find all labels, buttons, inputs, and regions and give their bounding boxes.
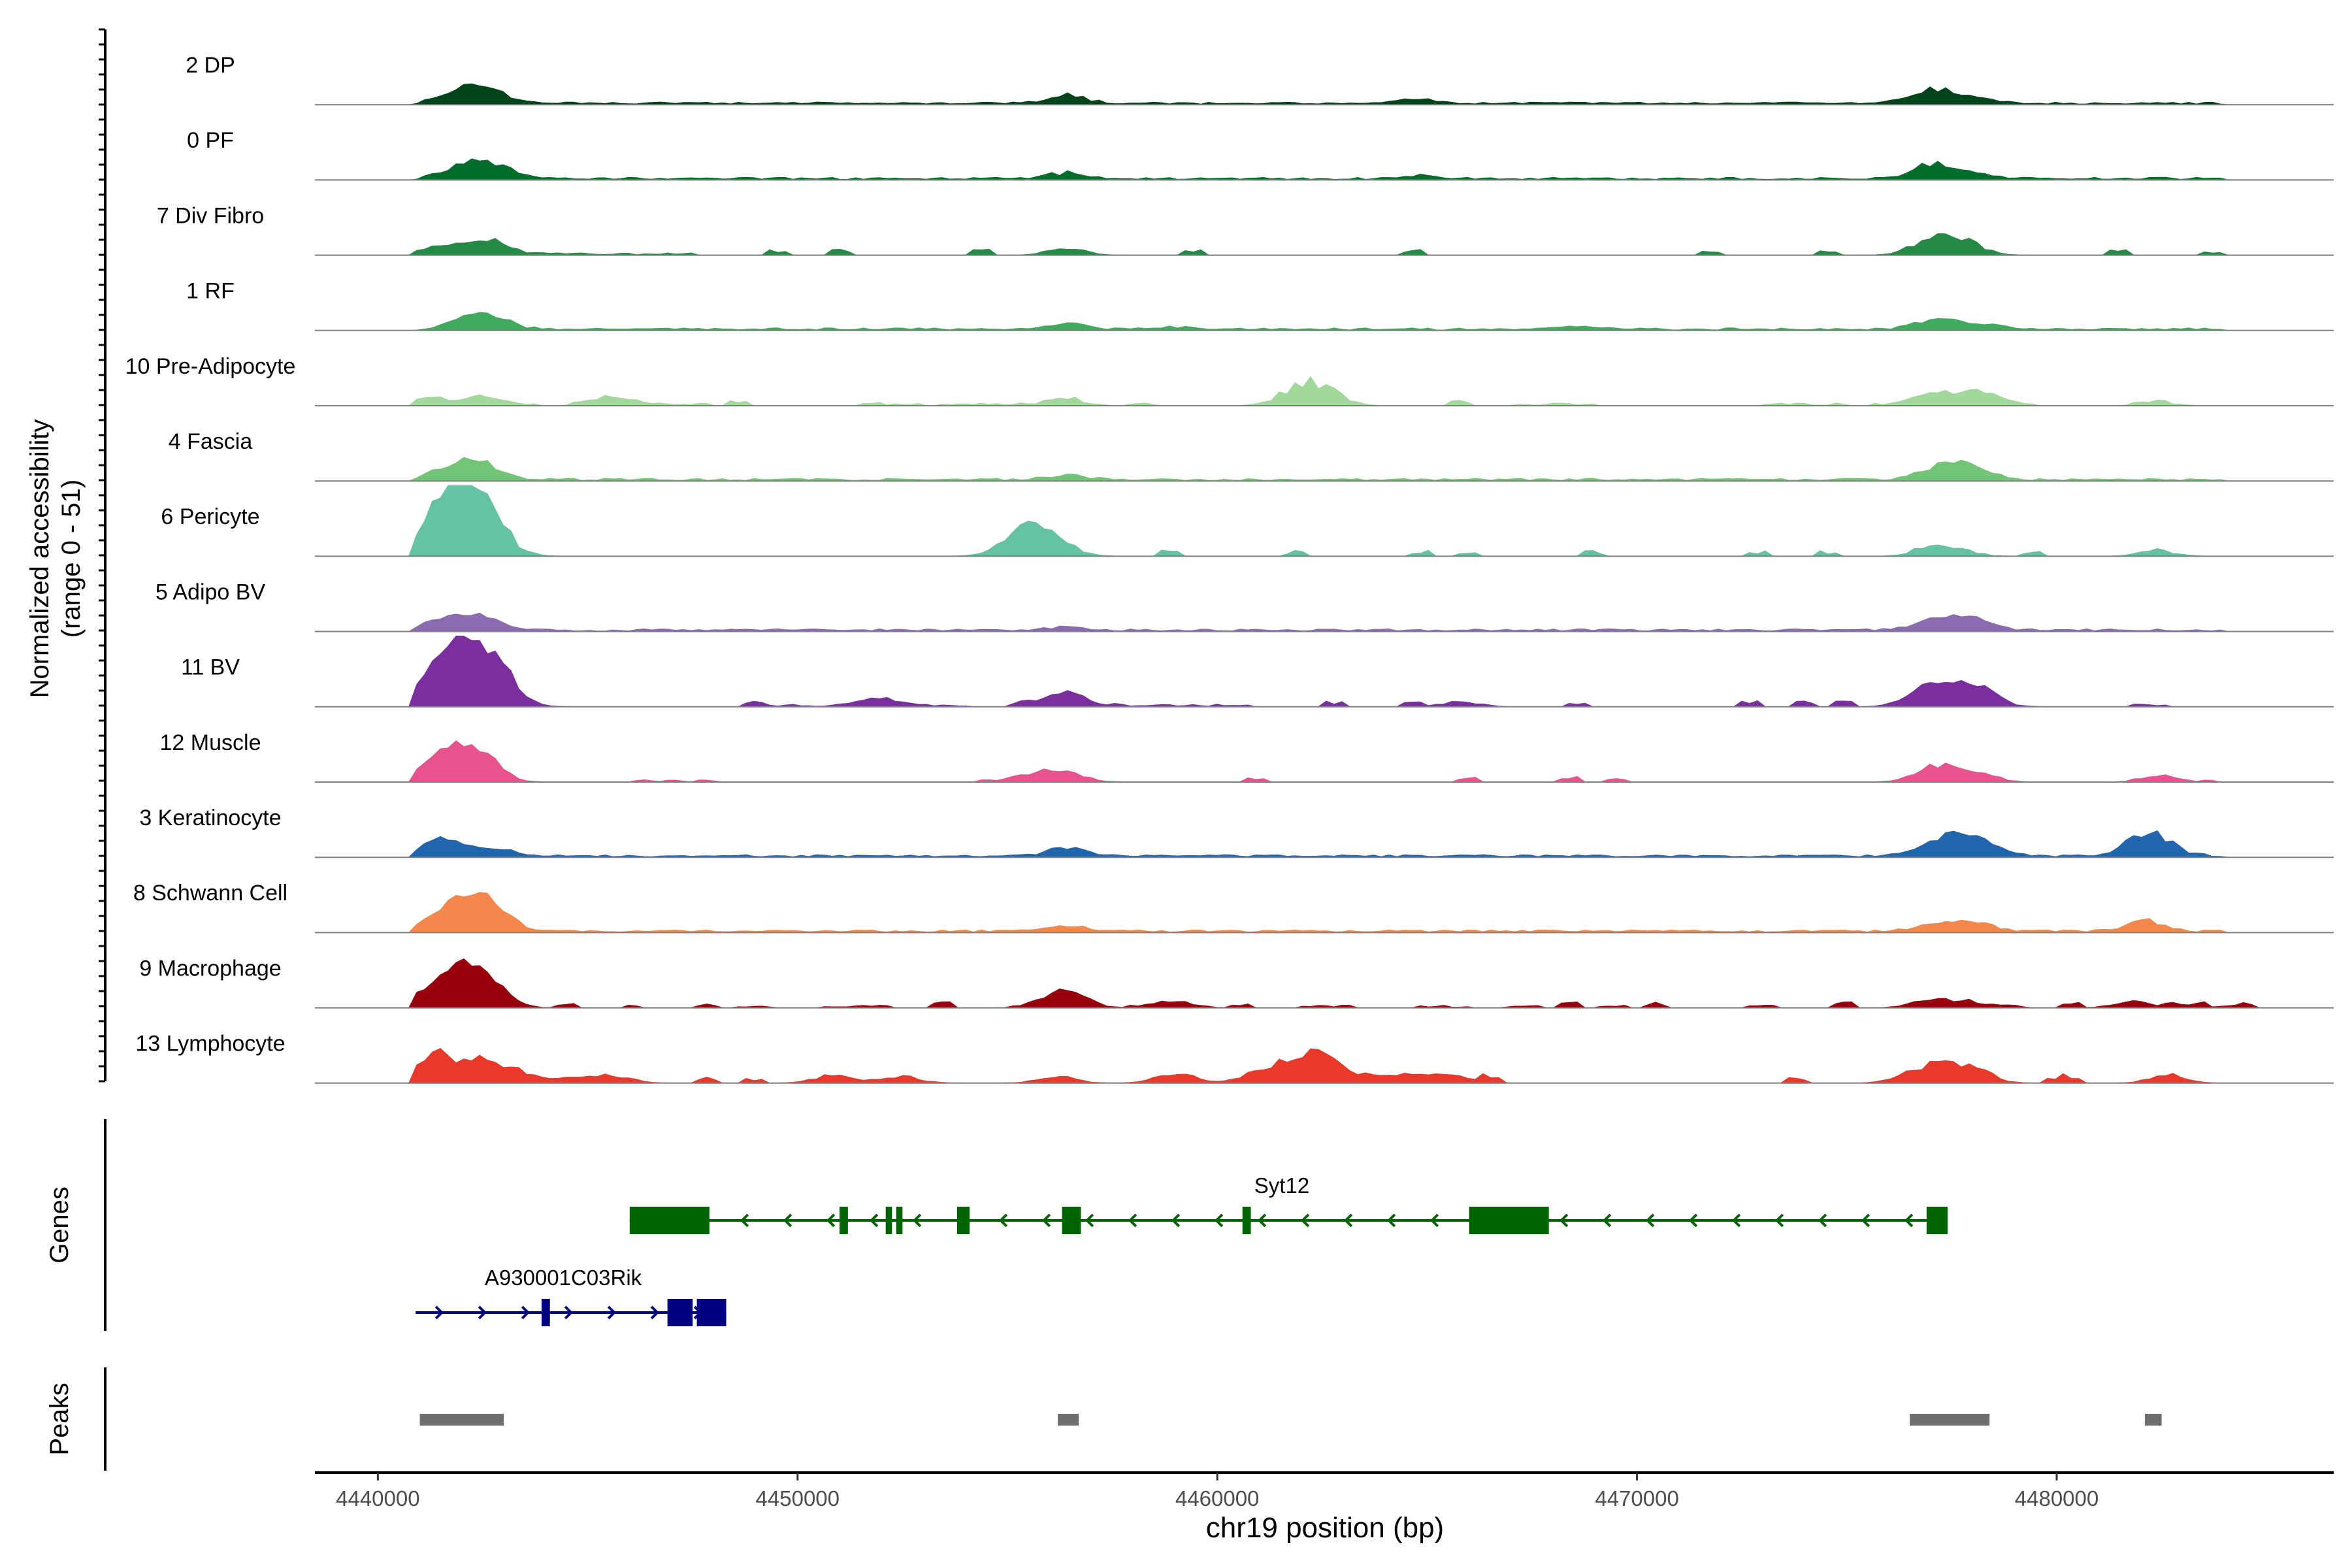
gene-exon [885,1207,892,1234]
x-axis-title: chr19 position (bp) [1206,1512,1444,1544]
track-label: 1 RF [186,279,235,304]
strand-arrow [1257,1213,1267,1228]
track-label: 7 Div Fibro [157,203,264,228]
gene-exon [541,1299,550,1326]
track-label: 13 Lymphocyte [135,1032,285,1056]
x-axis-ticks: 4440000 4450000 4460000 4470000 4480000 [336,1473,2099,1511]
track-label: 3 Keratinocyte [139,806,281,830]
strand-arrow [998,1213,1008,1228]
strand-arrow [1602,1213,1612,1228]
gene-label: A930001C03Rik [485,1266,642,1290]
strand-arrow [1214,1213,1224,1228]
strand-arrow [1386,1213,1396,1228]
gene-label: Syt12 [1254,1173,1309,1198]
x-tick-label: 4480000 [2015,1486,2099,1511]
track-label: 12 Muscle [160,730,261,755]
coverage-area [315,892,2334,934]
strand-arrow [869,1213,879,1228]
track-label: 9 Macrophage [139,956,281,981]
coverage-area [315,158,2334,181]
coverage-area [315,312,2334,331]
strand-arrow [783,1213,792,1228]
strand-arrow [1645,1213,1655,1228]
track-label: 4 Fascia [169,429,253,454]
gene-exon [956,1207,970,1234]
strand-arrow [478,1305,487,1320]
strand-arrow [564,1305,574,1320]
strand-arrow [740,1213,749,1228]
strand-arrow [1688,1213,1698,1228]
coverage-area [315,376,2334,406]
peak-bar [1910,1414,1990,1426]
coverage-axis-ticks [99,28,105,1083]
x-tick-label: 4450000 [756,1486,840,1511]
x-tick-label: 4470000 [1595,1486,1678,1511]
track-label: 5 Adipo BV [155,580,266,604]
x-tick-label: 4440000 [336,1486,419,1511]
track-label: 8 Schwann Cell [133,881,287,906]
strand-arrow [1343,1213,1353,1228]
gene-exon [629,1207,710,1234]
track-label: 10 Pre-Adipocyte [125,354,296,379]
strand-arrow [1559,1213,1569,1228]
peak-bar [2144,1414,2162,1426]
strand-arrow [1731,1213,1741,1228]
gene-annotation-track: Syt12 A930001C03Rik [416,1173,1948,1326]
strand-arrow [912,1213,922,1228]
track-label: 0 PF [187,128,234,153]
gene-exon [1469,1207,1549,1234]
strand-arrow [1774,1213,1784,1228]
gene-exon [667,1299,693,1326]
gene-exon [1926,1207,1948,1234]
strand-arrow [434,1305,444,1320]
peak-bar [419,1414,504,1426]
coverage-area [315,612,2334,632]
strand-arrow [1300,1213,1310,1228]
strand-arrow [521,1305,531,1320]
strand-arrow [1429,1213,1439,1228]
gene-exon [1062,1207,1081,1234]
strand-arrow [1128,1213,1137,1228]
strand-arrow [826,1213,836,1228]
track-label: 6 Pericyte [161,504,259,529]
peaks-track [419,1414,2162,1426]
strand-arrow [1861,1213,1870,1228]
track-label: 2 DP [186,53,235,78]
gene-exon [1242,1207,1251,1234]
track-label: 11 BV [181,655,240,680]
x-tick-label: 4460000 [1175,1486,1259,1511]
peak-bar [1058,1414,1079,1426]
strand-arrow [1041,1213,1051,1228]
coverage-tracks: 2 DP 0 PF 7 Div Fibro 1 RF 10 Pre-Adipocyte 4… [125,53,2334,1084]
strand-arrow [1904,1213,1914,1228]
gene-exon [840,1207,848,1234]
coverage-area [315,457,2334,482]
peaks-track-label: Peaks [45,1382,74,1455]
y-axis-title-line1: Normalized accessibility [25,419,54,698]
strand-arrow [607,1305,617,1320]
strand-arrow [1085,1213,1094,1228]
strand-arrow [1818,1213,1827,1228]
genes-track-label: Genes [45,1186,74,1264]
y-axis-title-line2: (range 0 - 51) [57,480,86,638]
strand-arrow [650,1305,660,1320]
gene-exon [696,1299,727,1326]
coverage-area [315,83,2334,105]
gene-exon [896,1207,903,1234]
strand-arrow [1171,1213,1181,1228]
